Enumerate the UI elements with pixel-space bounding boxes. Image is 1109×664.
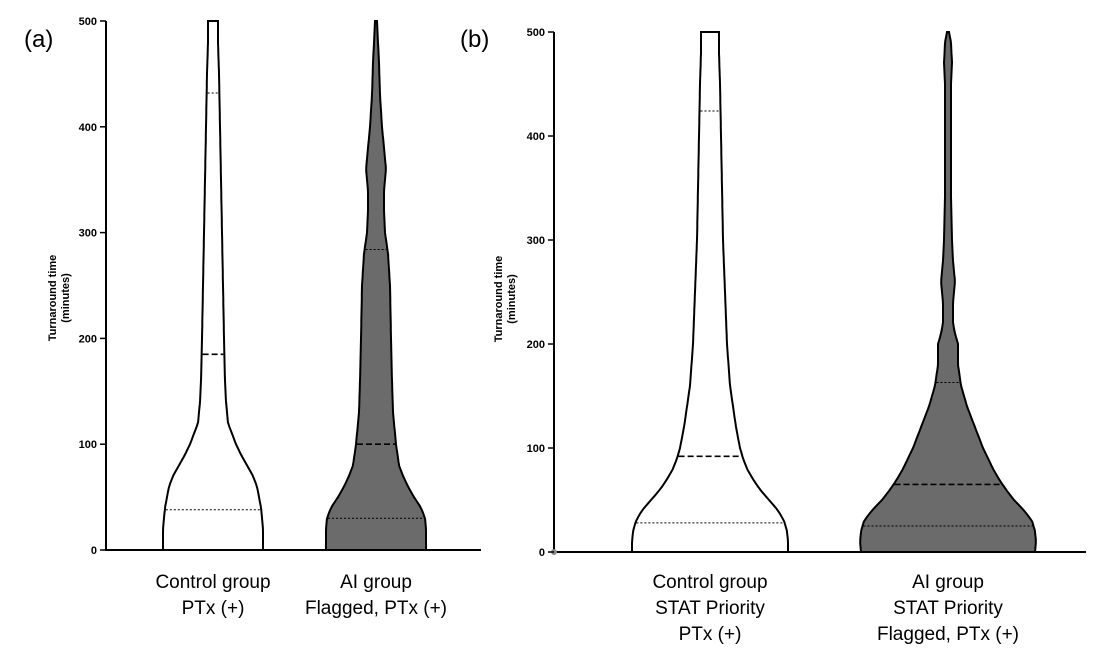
category-labels: Control group STAT Priority PTx (+) AI g… xyxy=(652,572,1019,645)
y-axis-label-line2: (minutes) xyxy=(506,274,518,324)
quartile-lines xyxy=(165,92,424,519)
y-tick-label: 100 xyxy=(79,439,97,451)
category-label: Flagged, PTx (+) xyxy=(877,624,1019,645)
y-axis-label-line1: Turnaround time xyxy=(493,256,505,343)
category-label: PTx (+) xyxy=(182,598,245,619)
y-tick-label: 100 xyxy=(527,443,545,455)
category-labels: Control group PTx (+) AI group Flagged, … xyxy=(155,572,447,619)
panel-label: (b) xyxy=(460,26,489,53)
y-tick-label: 300 xyxy=(527,235,545,247)
panel-b: (b) Turnaround time (minutes) 0 100 200 300… xyxy=(460,26,1086,645)
y-ticks: 0 100 200 300 400 500 xyxy=(527,27,554,559)
category-label: STAT Priority xyxy=(893,598,1003,619)
category-label: AI group xyxy=(340,572,412,593)
y-axis-title: Turnaround time (minutes) xyxy=(493,256,518,343)
y-tick-label: 200 xyxy=(79,333,97,345)
violin xyxy=(325,20,427,551)
y-tick-label: 400 xyxy=(527,131,545,143)
category-label: Control group xyxy=(652,572,767,593)
panel-label: (a) xyxy=(24,26,53,53)
category-label: Control group xyxy=(155,572,270,593)
y-tick-label: 300 xyxy=(79,228,97,240)
panel-a: (a) Turnaround time (minutes) 0 100 200 300… xyxy=(24,16,481,619)
y-axis-label-line1: Turnaround time xyxy=(47,255,59,342)
category-label: STAT Priority xyxy=(655,598,765,619)
y-tick-label: 200 xyxy=(527,339,545,351)
category-label: Flagged, PTx (+) xyxy=(305,598,447,619)
quartile-lines xyxy=(636,110,1033,527)
violin xyxy=(631,31,789,553)
violin xyxy=(162,20,264,551)
y-axis-label-line2: (minutes) xyxy=(60,273,72,323)
category-label: PTx (+) xyxy=(679,624,742,645)
y-tick-label: 0 xyxy=(539,547,545,559)
violins xyxy=(631,31,1037,553)
y-tick-label: 0 xyxy=(91,545,97,557)
y-ticks: 0 100 200 300 400 500 xyxy=(79,16,106,557)
y-tick-label: 400 xyxy=(79,122,97,134)
y-tick-label: 500 xyxy=(79,16,97,28)
y-axis-title: Turnaround time (minutes) xyxy=(47,255,72,342)
violin xyxy=(859,31,1037,553)
violins xyxy=(162,20,427,551)
category-label: AI group xyxy=(912,572,984,593)
y-tick-label: 500 xyxy=(527,27,545,39)
